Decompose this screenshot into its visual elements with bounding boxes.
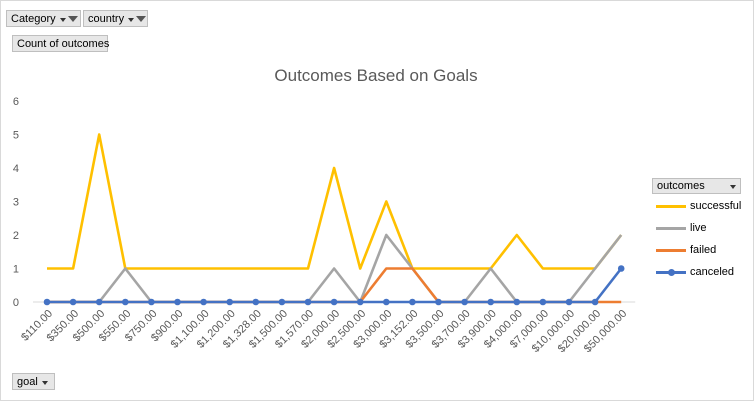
legend-line-marker [656,227,686,230]
data-point-canceled [591,298,599,306]
data-point-canceled [304,298,312,306]
country-filter-label: country [88,12,125,25]
data-point-canceled [69,298,77,306]
data-point-canceled [122,298,129,306]
legend-swatch [656,242,686,258]
series-line-failed [47,267,622,304]
data-point-canceled [513,298,521,306]
data-point-canceled [252,298,260,306]
data-point-canceled [148,298,155,306]
dropdown-arrow-icon [59,17,66,22]
category-filter-label: Category [11,12,56,25]
data-point-canceled [487,298,495,306]
y-tick-label: 6 [13,96,19,108]
axis-field-label: goal [17,375,38,388]
legend-swatch [656,264,686,280]
data-point-canceled [539,298,547,306]
chart-title: Outcomes Based on Goals [274,66,477,85]
data-point-canceled [435,298,442,306]
values-field-button[interactable]: Count of outcomes [12,35,110,52]
legend-title: outcomes [657,180,705,192]
legend-item-live: live [656,220,707,236]
chart-axes: 0123456$110.00$350.00$500.00$550.00$750.… [13,96,636,355]
legend-line-marker [656,205,686,208]
data-point-canceled [565,298,573,306]
country-filter-button[interactable]: country [83,10,148,27]
data-point-canceled [356,298,364,306]
legend-item-successful: successful [656,198,741,214]
data-point-canceled [330,298,338,306]
dropdown-arrow-icon [41,380,48,385]
axis-field-button[interactable]: goal [12,373,55,390]
data-point-canceled [409,298,416,306]
data-point-canceled [461,298,468,306]
series-line-successful [47,133,623,270]
dropdown-arrow-icon [730,185,736,189]
legend-label: failed [690,244,717,256]
y-tick-label: 5 [13,130,19,142]
legend-dot-marker [668,269,675,276]
legend-item-failed: failed [656,242,716,258]
legend-label: live [690,222,707,234]
y-tick-label: 4 [13,163,19,175]
legend-line-marker [656,249,686,252]
y-tick-label: 0 [13,297,19,309]
y-tick-label: 2 [13,230,19,242]
filter-funnel-icon [67,15,78,22]
chart-series-lines [43,133,625,306]
legend: outcomes successful live failed canceled [652,176,743,284]
data-point-canceled [383,298,390,306]
data-point-canceled [174,298,181,306]
legend-item-canceled: canceled [656,264,734,280]
legend-label: successful [690,200,742,212]
series-line-canceled [47,267,623,304]
legend-label: canceled [690,266,735,278]
data-point-canceled [43,298,51,306]
data-point-canceled [226,298,233,306]
values-field-label: Count of outcomes [17,37,110,50]
y-tick-label: 1 [13,264,19,276]
legend-field-button[interactable]: outcomes [652,178,741,194]
category-filter-button[interactable]: Category [6,10,81,27]
filter-funnel-icon [136,15,147,22]
data-point-canceled [617,265,625,272]
y-tick-label: 3 [13,197,19,209]
dropdown-arrow-icon [128,17,135,22]
data-point-canceled [95,298,103,306]
data-point-canceled [200,298,207,306]
data-point-canceled [278,298,286,306]
legend-swatch [656,220,686,236]
legend-swatch [656,198,686,214]
